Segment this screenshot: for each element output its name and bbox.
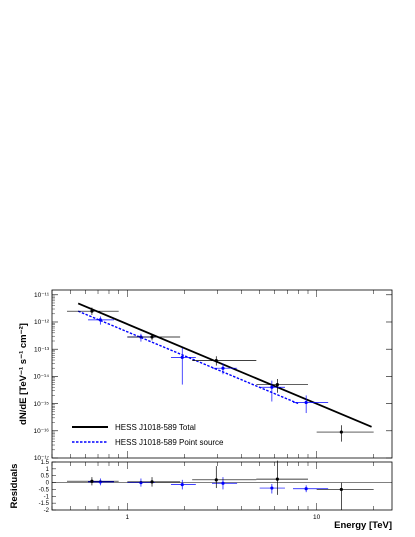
residual-y-tick-label: -2 [44, 508, 50, 514]
legend-label-point-source: HESS J1018-589 Point source [115, 438, 224, 447]
residuals-y-label: Residuals [9, 464, 20, 509]
point-source-data-point [304, 400, 308, 405]
spectrum-plot-frame [51, 289, 393, 459]
residual-y-tick-label: 0.5 [41, 474, 50, 480]
spectrum-panel: 10⁻¹¹ 10⁻¹² 10⁻¹³ 10⁻¹⁴ 10⁻¹⁵ 10⁻¹⁶ 10⁻¹⁷ dN/d… [18, 289, 393, 462]
y-tick-label: 10⁻¹⁷ [34, 455, 50, 462]
residual-y-tick-label: -0.5 [39, 487, 50, 493]
residual-y-tick-label: -1 [44, 494, 50, 500]
residuals-x-ticks: 1 10 [51, 462, 374, 521]
residual-total-data-point [339, 487, 343, 492]
y-tick-label: 10⁻¹² [34, 319, 50, 326]
point-source-data-point [270, 385, 274, 389]
x-tick-label: 1 [126, 514, 130, 521]
point-source-data-point [98, 318, 102, 322]
residual-total-data-point [275, 477, 279, 481]
model-lines [77, 302, 372, 428]
residual-y-tick-label: 1 [46, 467, 50, 473]
y-axis-label: dN/dE [TeV⁻¹ s⁻¹ cm⁻²] [18, 323, 29, 425]
residuals-panel: 1.510.50-0.5-1-1.5-2 1 10 Residuals Energ… [9, 460, 393, 531]
residual-point-source-data-point [270, 486, 274, 490]
total-data-point [90, 309, 94, 313]
data-points [66, 307, 374, 442]
legend: HESS J1018-589 Total HESS J1018-589 Poin… [72, 423, 224, 447]
x-axis-label: Energy [TeV] [334, 520, 392, 531]
residual-y-tick-label: 1.5 [41, 460, 50, 466]
residual-y-tick-label: -1.5 [39, 501, 50, 507]
y-tick-label: 10⁻¹¹ [34, 292, 50, 299]
total-data-point [275, 382, 279, 387]
x-tick-label: 10 [313, 514, 321, 521]
residual-point-source-data-point [304, 487, 308, 491]
legend-label-total: HESS J1018-589 Total [115, 423, 196, 432]
total-model-line [77, 302, 372, 428]
y-tick-label: 10⁻¹⁵ [33, 401, 49, 408]
residual-points [66, 460, 374, 510]
residual-y-tick-label: 0 [46, 481, 50, 487]
point-source-data-point [221, 366, 225, 370]
residual-total-data-point [150, 480, 154, 484]
total-data-point [339, 430, 343, 434]
residual-point-source-data-point [139, 480, 143, 485]
residual-point-source-data-point [98, 480, 102, 484]
residuals-plot-frame [51, 461, 393, 511]
spectrum-x-ticks [51, 290, 374, 458]
y-tick-label: 10⁻¹³ [34, 346, 50, 353]
residuals-y-ticks: 1.510.50-0.5-1-1.5-2 [39, 460, 56, 514]
residual-point-source-data-point [180, 483, 184, 487]
residual-point-source-data-point [221, 481, 225, 485]
residual-total-data-point [90, 479, 94, 483]
point-source-data-point [180, 355, 184, 359]
total-data-point [150, 335, 154, 339]
y-tick-label: 10⁻¹⁶ [33, 428, 49, 435]
y-tick-label: 10⁻¹⁴ [33, 374, 49, 381]
spectrum-y-ticks: 10⁻¹¹ 10⁻¹² 10⁻¹³ 10⁻¹⁴ 10⁻¹⁵ 10⁻¹⁶ 10⁻¹⁷ [33, 292, 392, 462]
total-data-point [214, 359, 218, 363]
residual-total-data-point [214, 478, 218, 482]
